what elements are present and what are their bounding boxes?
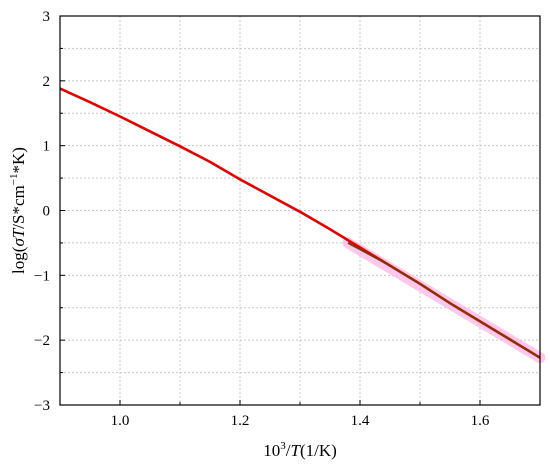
x-tick-label: 1.6 [471,413,490,429]
y-tick-label: 3 [43,9,51,25]
x-tick-label: 1.2 [231,413,250,429]
y-tick-label: 0 [43,204,51,220]
y-tick-label: −3 [34,398,50,414]
y-tick-label: 1 [43,139,51,155]
y-tick-label: 2 [43,74,51,90]
y-axis-title: log(σT/S*cm−1*K) [8,147,28,274]
series-line-1 [347,242,541,359]
x-axis-title: 103/T(1/K) [263,440,337,460]
y-tick-label: −1 [34,268,50,284]
y-tick-label: −2 [34,333,50,349]
x-tick-label: 1.0 [111,413,130,429]
x-tick-label: 1.4 [351,413,370,429]
